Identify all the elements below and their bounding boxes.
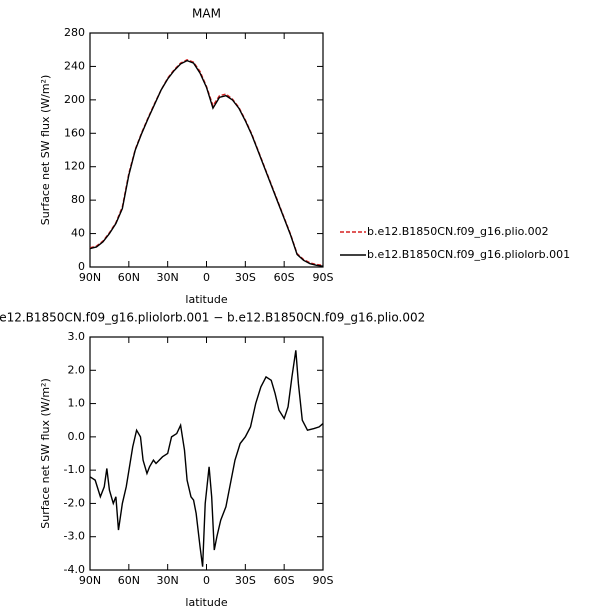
y-tick-label: 240 (64, 59, 85, 72)
y-tick-label: 280 (64, 26, 85, 39)
x-tick-label: 60N (118, 271, 140, 284)
y-tick-label: 200 (64, 93, 85, 106)
y-tick-label: -2.0 (64, 496, 85, 509)
x-tick-label: 60N (118, 574, 140, 587)
y-tick-label: 120 (64, 160, 85, 173)
y-tick-label: -4.0 (64, 563, 85, 576)
x-tick-label: 30S (235, 271, 256, 284)
y-tick-label: -3.0 (64, 530, 85, 543)
y-tick-label: 2.0 (68, 363, 86, 376)
x-tick-label: 60S (274, 271, 295, 284)
x-tick-label: 30N (157, 574, 179, 587)
legend-label: b.e12.B1850CN.f09_g16.plio.002 (367, 225, 549, 238)
y-tick-label: 0.0 (68, 430, 86, 443)
y-axis-label: Surface net SW flux (W/m²) (39, 378, 52, 529)
y-tick-label: -1.0 (64, 463, 85, 476)
x-tick-label: 90S (313, 271, 334, 284)
data-line (89, 350, 324, 567)
y-axis-label: Surface net SW flux (W/m²) (39, 75, 52, 226)
data-line (89, 59, 324, 267)
y-tick-label: 40 (71, 227, 85, 240)
x-axis-label: latitude (185, 596, 227, 609)
chart-title: MAM (192, 7, 221, 21)
chart-title: b.e12.B1850CN.f09_g16.pliolorb.001 − b.e… (0, 311, 425, 325)
x-axis-label: latitude (185, 293, 227, 306)
y-tick-label: 1.0 (68, 397, 86, 410)
x-tick-label: 0 (203, 271, 210, 284)
x-tick-label: 90S (313, 574, 334, 587)
x-tick-label: 60S (274, 574, 295, 587)
legend-label: b.e12.B1850CN.f09_g16.pliolorb.001 (367, 248, 570, 261)
x-tick-label: 0 (203, 574, 210, 587)
x-tick-label: 30N (157, 271, 179, 284)
y-tick-label: 80 (71, 193, 85, 206)
y-tick-label: 160 (64, 126, 85, 139)
x-tick-label: 90N (79, 271, 101, 284)
y-tick-label: 3.0 (68, 330, 86, 343)
x-tick-label: 30S (235, 574, 256, 587)
y-tick-label: 0 (78, 260, 85, 273)
x-tick-label: 90N (79, 574, 101, 587)
